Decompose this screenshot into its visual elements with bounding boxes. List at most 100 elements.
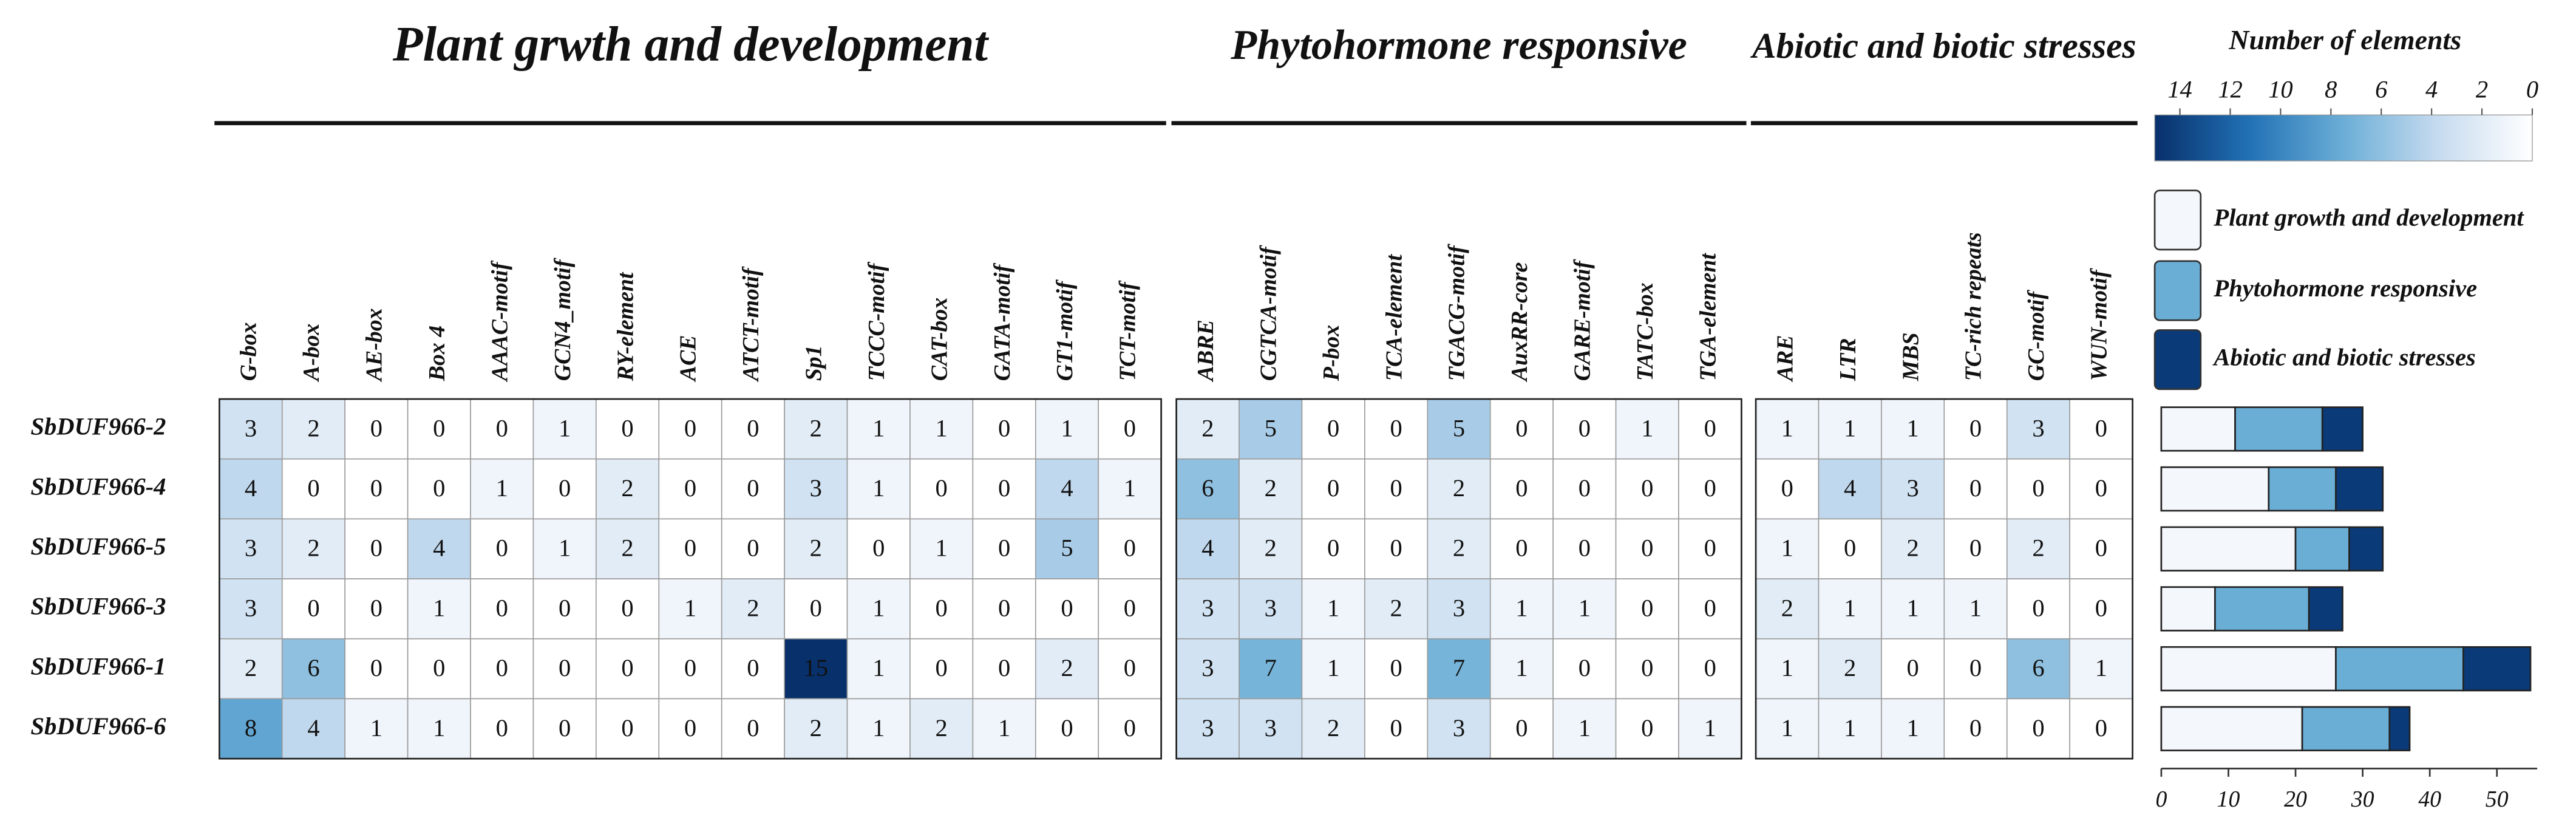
cell-label: 0 [1124,654,1136,681]
column-label: ABRE [1193,319,1218,382]
column-label: MBS [1898,332,1923,381]
cell-label: 1 [936,414,948,442]
heat-cell [470,518,534,579]
heat-cell [1489,398,1554,460]
heat-cell [1818,518,1882,579]
heat-cell [972,398,1036,460]
cell-label: 4 [307,714,319,742]
cell-label: 0 [1390,654,1402,681]
cell-label: 2 [1844,654,1856,681]
heat-cell [1035,578,1099,640]
bar-segment [2214,586,2310,632]
cell-label: 0 [998,654,1010,681]
column-label: AuxRR-core [1507,262,1532,383]
heat-cell [972,638,1036,700]
cell-label: 1 [1124,474,1136,502]
heat-cell [1035,638,1099,700]
heat-cell [281,638,345,700]
heat-cell [846,398,911,460]
cell-label: 0 [2032,714,2044,742]
group-frame [1755,398,2133,760]
cell-label: 1 [559,414,571,442]
cell-label: 0 [684,414,696,442]
column-label: AE-box [362,308,387,382]
heat-cell [1818,638,1882,700]
heat-cell [2069,518,2133,579]
heat-cell [1301,398,1365,460]
heat-cell [784,698,848,759]
cell-label: 0 [998,534,1010,562]
cell-label: 0 [1390,534,1402,562]
heat-cell [532,638,597,700]
cell-label: 0 [684,474,696,502]
cell-label: 0 [433,414,445,442]
cell-label: 0 [1515,534,1528,562]
heat-cell [1175,458,1240,520]
column-label: GARE-motif [1570,259,1596,381]
bar-segment [2294,526,2350,572]
cell-label: 0 [2095,474,2107,502]
cell-label: 1 [1844,414,1856,442]
group-frame [1175,398,1742,760]
heat-cell [1881,458,1945,520]
column-label: ATCT-motif [738,266,764,382]
heat-cell [721,698,785,759]
bar-segment [2335,646,2464,692]
cell-label: 0 [559,714,571,742]
cell-label: 1 [433,594,445,621]
x-tick-label: 30 [2351,787,2374,812]
column-label: GC-motif [2024,290,2049,381]
heat-cell [532,698,597,759]
heat-cell [1301,458,1365,520]
cell-label: 0 [747,654,759,681]
heat-cell [596,638,660,700]
cell-label: 0 [1061,594,1073,621]
cell-label: 3 [245,414,257,442]
cell-label: 0 [936,474,948,502]
heat-cell [1678,638,1742,700]
heat-cell [846,458,911,520]
heat-cell [1364,398,1429,460]
bar-segment [2462,646,2532,692]
heat-cell [1301,698,1365,759]
cell-label: 0 [1641,534,1653,562]
bar-segment [2268,466,2337,512]
heat-cell [909,698,974,759]
heat-cell [1489,518,1554,579]
cell-label: 0 [621,714,633,742]
cell-label: 0 [2095,594,2107,621]
cell-label: 1 [1515,594,1528,621]
cell-label: 1 [1641,414,1653,442]
heat-cell [281,698,345,759]
cell-label: 0 [936,654,948,681]
row-label: SbDUF966-4 [30,473,166,500]
heat-cell [909,458,974,520]
cell-label: 2 [1453,474,1465,502]
bar-segment [2160,466,2270,512]
cell-label: 2 [307,414,319,442]
cell-label: 3 [1265,714,1277,742]
column-label: P-box [1319,325,1344,381]
cell-label: 2 [1265,534,1277,562]
heat-cell [2006,578,2070,640]
bar-segment [2308,586,2343,632]
cell-label: 0 [1124,714,1136,742]
cell-label: 1 [1704,714,1716,742]
cell-label: 3 [1453,594,1465,621]
cell-label: 1 [936,534,948,562]
column-label: LTR [1835,338,1861,381]
cell-label: 1 [496,474,508,502]
cell-label: 1 [684,594,696,621]
heat-cell [1489,578,1554,640]
heat-cell [532,578,597,640]
column-label: Sp1 [801,345,827,381]
heat-cell [1552,638,1617,700]
heat-cell [344,638,409,700]
cell-label: 4 [433,534,445,562]
heat-cell [1943,518,2008,579]
cell-label: 1 [872,414,885,442]
heat-cell [1098,638,1162,700]
cell-label: 0 [1704,654,1716,681]
cell-label: 0 [810,594,822,621]
heat-cell [1035,398,1099,460]
